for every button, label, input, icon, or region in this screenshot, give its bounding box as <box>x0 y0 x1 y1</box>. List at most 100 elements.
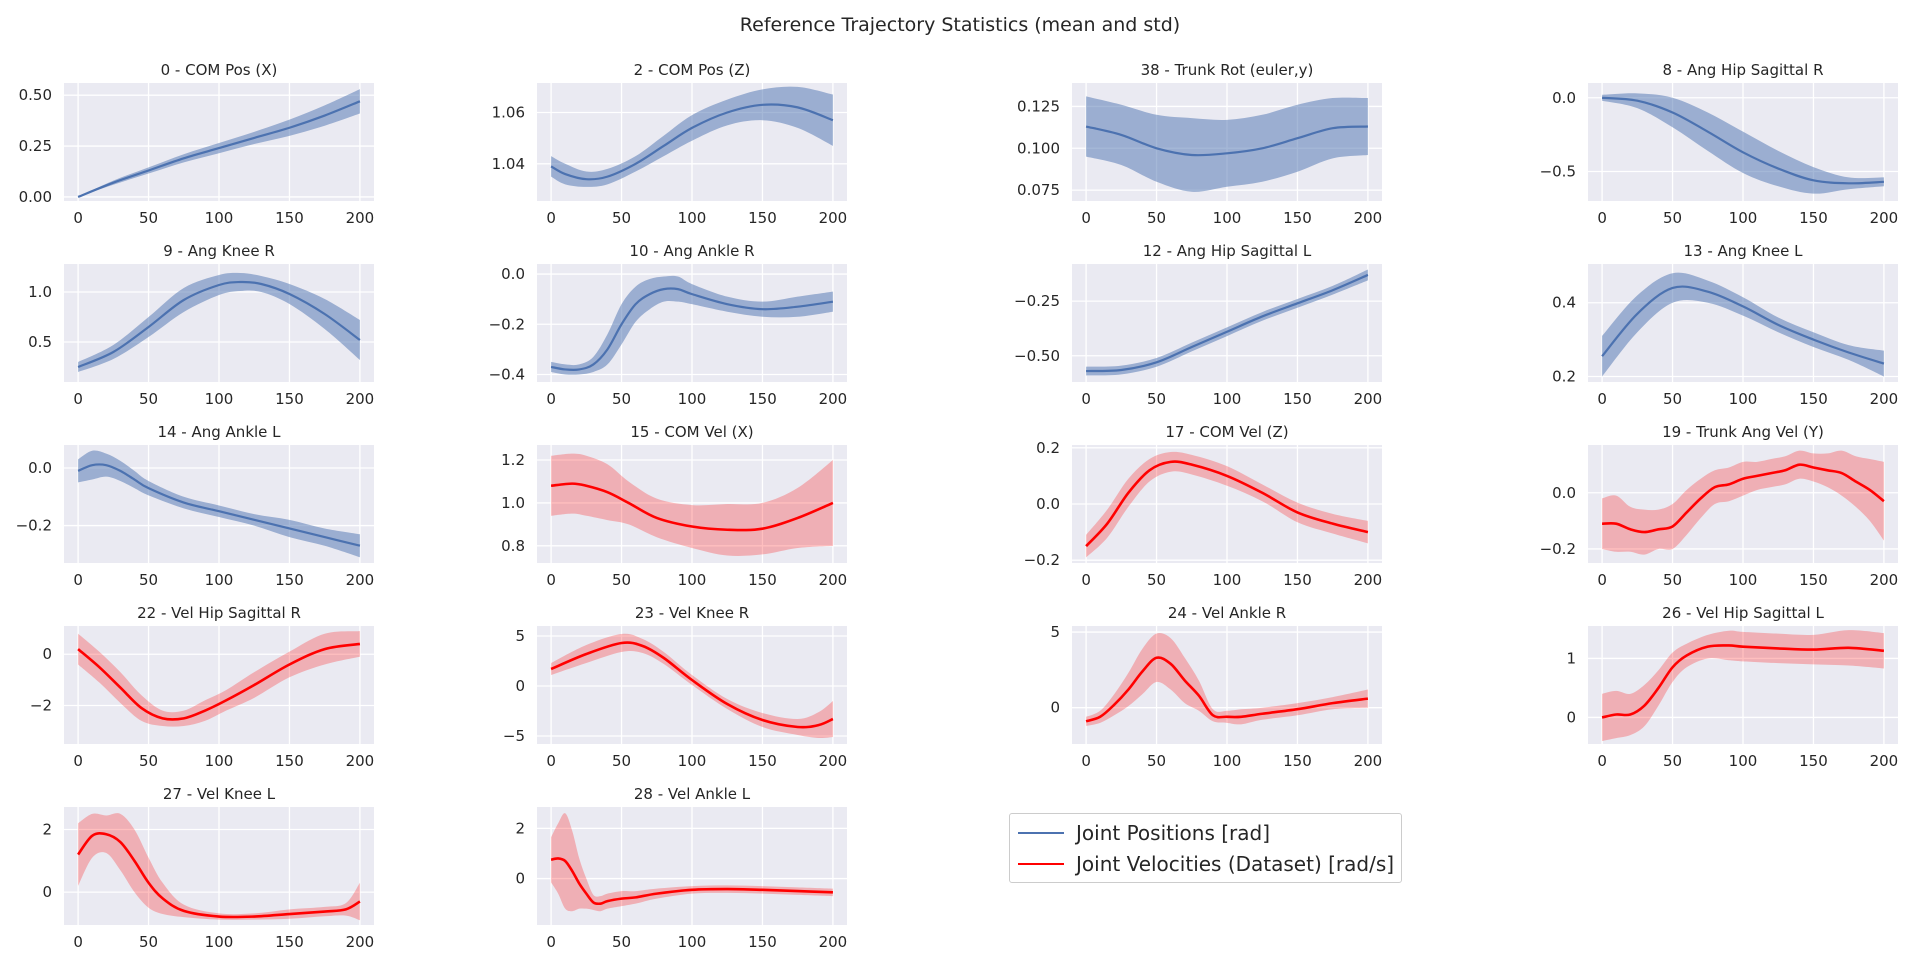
x-tick-label: 200 <box>819 933 848 951</box>
x-tick-label: 50 <box>1663 209 1682 227</box>
subplot-title: 24 - Vel Ankle R <box>1168 604 1286 622</box>
mean-line <box>77 832 361 919</box>
subplot-title: 28 - Vel Ankle L <box>634 785 751 803</box>
x-tick-label: 150 <box>748 752 777 770</box>
x-tick-label: 150 <box>275 571 304 589</box>
x-tick-label: 0 <box>73 933 83 951</box>
x-tick-label: 150 <box>748 933 777 951</box>
mean-line <box>550 482 834 532</box>
subplot-title: 13 - Ang Knee L <box>1683 242 1803 260</box>
x-tick-label: 100 <box>1729 209 1758 227</box>
x-tick-label: 200 <box>346 390 375 408</box>
x-tick-label: 100 <box>1213 390 1242 408</box>
legend-entry-velocities: Joint Velocities (Dataset) [rad/s] <box>1018 849 1394 879</box>
subplot-title: 23 - Vel Knee R <box>635 604 749 622</box>
subplot-title: 9 - Ang Knee R <box>163 242 275 260</box>
subplot-title: 17 - COM Vel (Z) <box>1165 423 1288 441</box>
x-tick-label: 50 <box>1663 752 1682 770</box>
y-tick-label: 1 <box>1566 649 1576 667</box>
x-tick-label: 50 <box>612 571 631 589</box>
y-tick-label: 0.50 <box>19 86 52 104</box>
x-tick-label: 150 <box>275 209 304 227</box>
y-tick-label: −0.50 <box>1014 347 1060 365</box>
x-tick-label: 200 <box>819 571 848 589</box>
y-tick-label: 0 <box>515 870 525 888</box>
mean-line <box>1085 460 1369 548</box>
std-band <box>78 272 360 372</box>
x-tick-label: 50 <box>139 933 158 951</box>
subplot-8: 14 - Ang Ankle L 0 50 100 150 200 0.0 −0.2 <box>16 423 375 589</box>
mean-line <box>550 287 834 372</box>
legend: Joint Positions [rad] Joint Velocities (… <box>1009 813 1402 883</box>
y-tick-label: 0 <box>1566 708 1576 726</box>
x-tick-label: 100 <box>1213 209 1242 227</box>
mean-line <box>77 642 361 721</box>
x-tick-label: 50 <box>1663 390 1682 408</box>
mean-line <box>1601 644 1885 719</box>
y-tick-label: 0.0 <box>1552 484 1576 502</box>
mean-line <box>1085 656 1369 723</box>
subplot-9: 15 - COM Vel (X) 0 50 100 150 200 0.8 1.0 1.2 <box>501 423 847 589</box>
x-tick-label: 100 <box>205 390 234 408</box>
subplot-17: 28 - Vel Ankle L 0 50 100 150 200 2 0 <box>515 785 847 951</box>
subplot-title: 14 - Ang Ankle L <box>157 423 281 441</box>
std-band <box>1602 272 1884 377</box>
subplot-title: 8 - Ang Hip Sagittal R <box>1662 61 1823 79</box>
y-tick-label: 0.0 <box>501 265 525 283</box>
x-tick-label: 0 <box>1597 752 1607 770</box>
x-tick-label: 200 <box>346 752 375 770</box>
subplot-title: 2 - COM Pos (Z) <box>634 61 751 79</box>
x-tick-label: 100 <box>1729 752 1758 770</box>
std-band <box>551 86 833 187</box>
y-tick-label: 0.5 <box>28 333 52 351</box>
x-tick-label: 150 <box>1283 571 1312 589</box>
x-tick-label: 50 <box>612 390 631 408</box>
x-tick-label: 200 <box>1354 390 1383 408</box>
y-tick-label: −0.4 <box>489 365 525 383</box>
x-tick-label: 100 <box>1213 752 1242 770</box>
y-tick-label: 5 <box>515 627 525 645</box>
std-band <box>78 450 360 558</box>
std-band <box>551 453 833 556</box>
x-tick-label: 0 <box>1081 390 1091 408</box>
std-band <box>1086 96 1368 192</box>
subplot-2: 38 - Trunk Rot (euler,y) 0 50 100 150 200 0.07… <box>1017 61 1382 227</box>
x-tick-label: 200 <box>1870 571 1899 589</box>
x-tick-label: 150 <box>275 752 304 770</box>
y-tick-label: 0.25 <box>19 137 52 155</box>
mean-line <box>1086 273 1369 373</box>
x-tick-label: 200 <box>346 571 375 589</box>
y-tick-label: 0 <box>42 645 52 663</box>
x-tick-label: 0 <box>1081 209 1091 227</box>
subplot-title: 22 - Vel Hip Sagittal R <box>137 604 301 622</box>
subplot-title: 26 - Vel Hip Sagittal L <box>1662 604 1824 622</box>
x-tick-label: 0 <box>546 209 556 227</box>
x-tick-label: 50 <box>612 933 631 951</box>
x-tick-label: 200 <box>819 390 848 408</box>
x-tick-label: 150 <box>275 390 304 408</box>
x-tick-label: 0 <box>1597 209 1607 227</box>
subplot-16: 27 - Vel Knee L 0 50 100 150 200 2 0 <box>42 785 374 951</box>
y-tick-label: 0.075 <box>1017 181 1060 199</box>
x-tick-label: 150 <box>1799 390 1828 408</box>
figure-title: Reference Trajectory Statistics (mean an… <box>739 14 1181 36</box>
std-band <box>1602 450 1884 555</box>
x-tick-label: 100 <box>1213 571 1242 589</box>
x-tick-label: 50 <box>1147 752 1166 770</box>
y-tick-label: 0.8 <box>501 537 525 555</box>
x-tick-label: 100 <box>678 390 707 408</box>
legend-label-positions: Joint Positions [rad] <box>1076 821 1270 845</box>
y-tick-label: 2 <box>42 821 52 839</box>
y-tick-label: 5 <box>1050 623 1060 641</box>
x-tick-label: 0 <box>546 752 556 770</box>
x-tick-label: 50 <box>1663 571 1682 589</box>
y-tick-label: 0 <box>1050 699 1060 717</box>
x-tick-label: 150 <box>275 933 304 951</box>
subplot-title: 38 - Trunk Rot (euler,y) <box>1141 61 1314 79</box>
y-tick-label: −5 <box>503 727 525 745</box>
x-tick-label: 100 <box>678 752 707 770</box>
subplot-4: 9 - Ang Knee R 0 50 100 150 200 0.5 1.0 <box>28 242 374 408</box>
